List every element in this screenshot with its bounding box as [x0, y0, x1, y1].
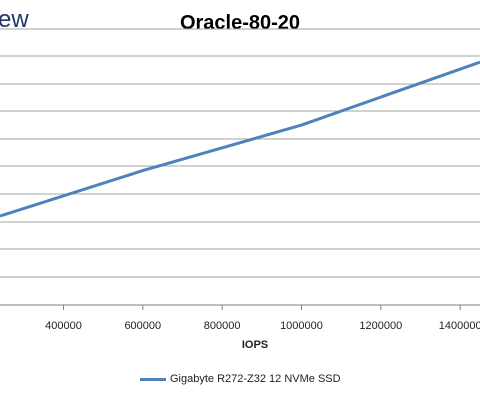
- legend: Gigabyte R272-Z32 12 NVMe SSD: [140, 373, 341, 385]
- x-axis-title: IOPS: [242, 339, 268, 351]
- x-tick-label-0: 400000: [45, 320, 82, 332]
- x-tick-label-3: 1000000: [280, 320, 323, 332]
- legend-label: Gigabyte R272-Z32 12 NVMe SSD: [170, 373, 341, 385]
- x-tick-label-5: 1400000: [439, 320, 480, 332]
- x-tick-label-4: 1200000: [359, 320, 402, 332]
- series-line-0: [0, 60, 480, 218]
- x-tick-label-1: 600000: [124, 320, 161, 332]
- x-tick-label-2: 800000: [204, 320, 241, 332]
- legend-line-swatch: [140, 377, 166, 381]
